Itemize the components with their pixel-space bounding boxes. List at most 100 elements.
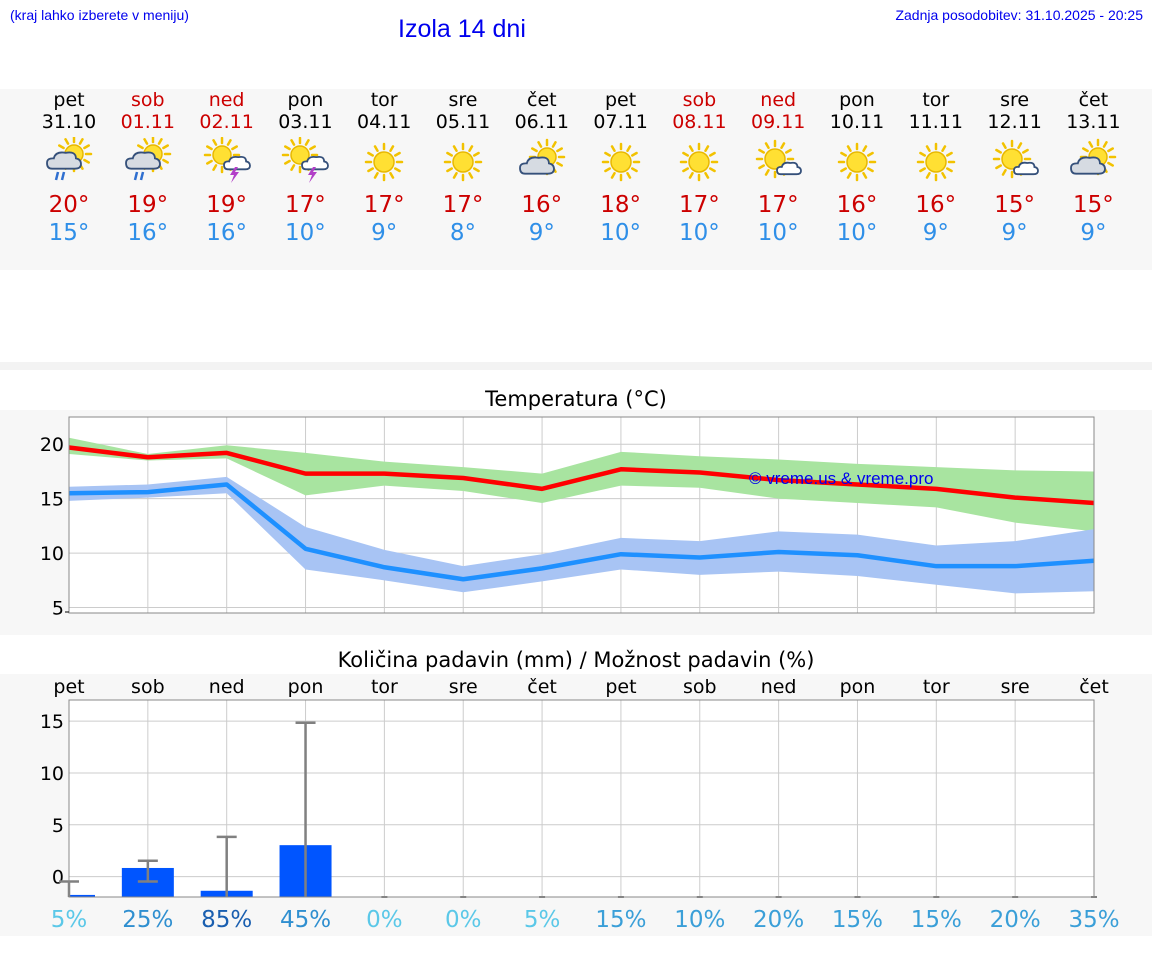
sun-icon [916, 142, 956, 182]
day-name: tor [922, 89, 950, 111]
sun-cloud-icon [1070, 138, 1117, 176]
y-tick-label: 0 [52, 867, 64, 889]
precipitation-probability: 85% [201, 907, 252, 933]
sun-icon [364, 142, 404, 182]
page-title: Izola 14 dni [398, 15, 526, 43]
precipitation-day-label: čet [1079, 676, 1109, 698]
precipitation-day-label: ned [761, 676, 797, 698]
min-temperature: 9° [922, 220, 949, 246]
forecast-day: pet 07.11 18° 10° [582, 89, 660, 247]
min-temperature-range [69, 476, 1094, 594]
min-temperature: 8° [449, 220, 477, 246]
day-name: čet [527, 89, 557, 111]
sun-cloud-storm-icon [203, 137, 251, 183]
max-temperature: 16° [836, 192, 878, 218]
max-temperature: 19° [127, 192, 169, 218]
precipitation-day-label: sob [683, 676, 717, 698]
precipitation-plot-border [68, 699, 1095, 898]
precipitation-probability: 0% [366, 907, 403, 933]
divider [0, 362, 1152, 370]
day-name: sre [448, 89, 478, 111]
day-date: 12.11 [987, 111, 1042, 133]
precipitation-plot-area [69, 700, 1094, 897]
max-temperature-range [69, 437, 1094, 532]
sun-icon [680, 142, 719, 182]
day-date: 31.10 [41, 111, 97, 133]
sun-small-cloud-icon [755, 139, 803, 179]
day-name: pet [53, 89, 85, 111]
day-date: 08.11 [672, 111, 727, 133]
temperature-chart-title: Temperatura (°C) [485, 387, 667, 411]
min-temperature: 9° [528, 220, 555, 246]
precipitation-probability: 5% [524, 907, 561, 933]
precipitation-chart-title: Količina padavin (mm) / Možnost padavin … [337, 648, 815, 672]
forecast-day: sob 01.11 19° 16° [109, 89, 187, 247]
max-temperature: 15° [994, 192, 1035, 218]
forecast-day: čet 13.11 15° 9° [1054, 89, 1132, 247]
day-date: 03.11 [278, 111, 333, 133]
y-tick-label: 15 [40, 711, 64, 733]
y-tick-label: 5 [52, 598, 64, 620]
precipitation-probability: 45% [280, 907, 331, 933]
y-tick-label: 10 [40, 543, 64, 565]
max-temperature: 17° [363, 192, 405, 218]
forecast-day: ned 09.11 17° 10° [739, 89, 817, 247]
day-date: 04.11 [356, 111, 412, 133]
forecast-day: sre 12.11 15° 9° [976, 89, 1054, 247]
precipitation-probability: 35% [1068, 907, 1119, 933]
min-temperature: 10° [285, 220, 326, 246]
day-name: pet [604, 89, 637, 111]
precipitation-probability: 15% [595, 907, 646, 933]
y-tick-label: 5 [52, 815, 64, 837]
day-name: pon [839, 89, 875, 111]
watermark: © vreme.us & vreme.pro [749, 469, 933, 488]
min-temperature: 9° [1001, 220, 1028, 246]
forecast-day: ned 02.11 19° 16° [188, 89, 266, 247]
min-temperature: 9° [1080, 220, 1107, 246]
max-temperature: 16° [915, 192, 957, 218]
y-tick-label: 10 [40, 763, 64, 785]
precipitation-day-label: tor [923, 676, 950, 698]
day-name: čet [1078, 89, 1109, 111]
temperature-plot-border [68, 416, 1095, 614]
precipitation-day-label: pon [840, 676, 876, 698]
precipitation-day-label: pet [53, 676, 84, 698]
last-updated: Zadnja posodobitev: 31.10.2025 - 20:25 [895, 7, 1143, 23]
min-temperature: 10° [757, 220, 799, 246]
max-temperature: 15° [1073, 192, 1114, 218]
precipitation-probability: 5% [51, 907, 88, 933]
precipitation-day-label: sre [449, 676, 478, 698]
precipitation-probability: 15% [832, 907, 883, 933]
forecast-day: sre 05.11 17° 8° [424, 89, 502, 247]
precipitation-day-label: čet [527, 676, 557, 698]
location-hint[interactable]: (kraj lahko izberete v meniju) [10, 7, 189, 23]
precipitation-probability: 20% [753, 907, 804, 933]
day-date: 06.11 [514, 111, 569, 133]
day-date: 02.11 [199, 111, 254, 133]
forecast-strip [0, 89, 1152, 270]
day-date: 05.11 [435, 111, 491, 133]
sun-small-cloud-icon [992, 139, 1039, 179]
precipitation-probability: 20% [990, 907, 1041, 933]
precipitation-probability: 25% [122, 907, 173, 933]
precipitation-day-label: ned [209, 676, 245, 698]
sun-cloud-rain-icon [124, 137, 172, 181]
precipitation-day-label: sre [1001, 676, 1030, 698]
max-temperature: 17° [442, 192, 484, 218]
max-temperature: 19° [206, 192, 247, 218]
precipitation-probability: 0% [445, 907, 482, 933]
y-tick-label: 20 [40, 434, 64, 456]
sun-icon [837, 142, 877, 182]
day-name: ned [760, 89, 797, 111]
forecast-day: čet 06.11 16° 9° [503, 89, 581, 247]
max-temperature-line [68, 445, 1095, 506]
max-temperature: 17° [285, 192, 326, 218]
precipitation-probability: 15% [911, 907, 962, 933]
max-temperature: 17° [679, 192, 720, 218]
day-name: tor [370, 89, 398, 111]
day-date: 13.11 [1066, 111, 1121, 133]
forecast-day: sob 08.11 17° 10° [660, 89, 738, 247]
forecast-day: pet 31.10 20° 15° [30, 89, 108, 247]
forecast-day: pon 03.11 17° 10° [266, 89, 344, 247]
